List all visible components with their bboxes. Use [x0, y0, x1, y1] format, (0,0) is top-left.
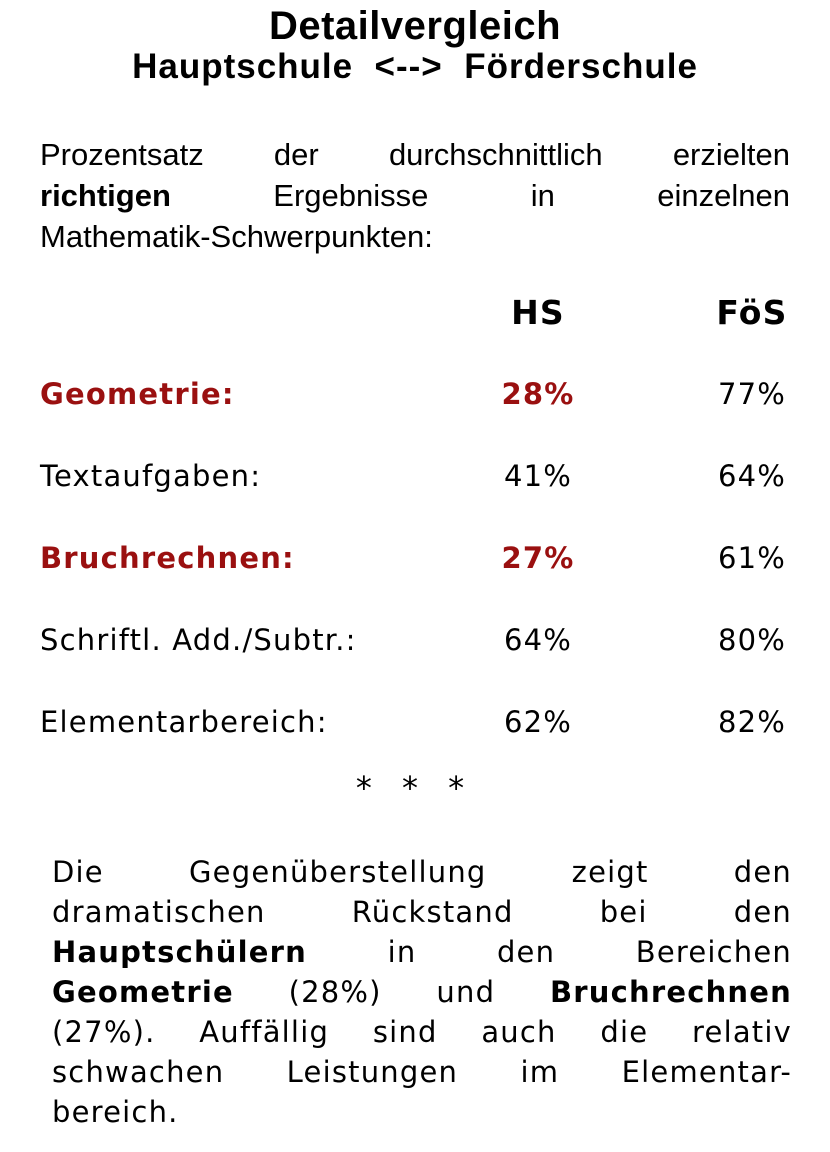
text-segment: in den Bereichen — [307, 935, 792, 969]
intro-line: richtigen Ergebnisse in einzelnen — [40, 175, 790, 216]
foes-value: 64% — [717, 459, 787, 493]
summary-line: schwachen Leistungen im Elementar- — [52, 1052, 792, 1092]
document-page: Detailvergleich Hauptschule <--> Förders… — [0, 4, 830, 1152]
summary-line: Geometrie (28%) und Bruchrechnen — [52, 972, 792, 1012]
row-label: Bruchrechnen: — [40, 541, 295, 575]
summary-line: Hauptschülern in den Bereichen — [52, 932, 792, 972]
text-segment: (28%) und — [233, 975, 550, 1009]
intro-paragraph: Prozentsatz der durchschnittlich erzielt… — [40, 134, 790, 257]
table-header-spacer — [40, 294, 362, 332]
comparison-table: HS FöS Geometrie: 28% 77% Textaufgaben: … — [40, 294, 790, 742]
intro-line: Prozentsatz der durchschnittlich erzielt… — [40, 134, 790, 175]
summary-line: Die Gegenüberstellung zeigt den — [52, 852, 792, 892]
table-row: Elementarbereich: 62% 82% — [40, 702, 790, 742]
text-segment: (27%). Auffällig sind auch die relativ — [52, 1015, 792, 1049]
bold-text-segment: Hauptschülern — [52, 935, 308, 969]
text-segment: dramatischen Rückstand bei den — [52, 895, 792, 929]
hs-value: 64% — [503, 623, 573, 657]
page-subtitle: Hauptschule <--> Förderschule — [132, 47, 698, 86]
hs-value: 27% — [501, 541, 575, 575]
row-label: Textaufgaben: — [40, 459, 262, 493]
text-segment: Mathematik-Schwerpunkten: — [40, 219, 433, 254]
text-segment: Prozentsatz der durchschnittlich erzielt… — [40, 137, 790, 172]
row-label: Schriftl. Add./Subtr.: — [40, 623, 357, 657]
summary-line: (27%). Auffällig sind auch die relativ — [52, 1012, 792, 1052]
intro-line: Mathematik-Schwerpunkten: — [40, 216, 790, 257]
page-title: Detailvergleich — [268, 4, 562, 48]
summary-line: bereich. — [52, 1092, 792, 1132]
text-segment: schwachen Leistungen im Elementar- — [52, 1055, 792, 1089]
foes-value: 82% — [717, 705, 787, 739]
bold-text-segment: Geometrie — [52, 975, 234, 1009]
separator-stars: * * * — [355, 769, 475, 807]
foes-value: 80% — [717, 623, 787, 657]
foes-value: 77% — [717, 377, 787, 411]
text-segment: Ergebnisse in einzelnen — [170, 178, 790, 213]
text-segment: bereich. — [52, 1095, 179, 1129]
row-label: Elementarbereich: — [40, 705, 328, 739]
hs-value: 28% — [501, 377, 575, 411]
row-label: Geometrie: — [40, 377, 235, 411]
hs-value: 41% — [503, 459, 573, 493]
bold-text-segment: richtigen — [40, 178, 171, 213]
bold-text-segment: Bruchrechnen — [549, 975, 792, 1009]
hs-value: 62% — [503, 705, 573, 739]
table-row: Bruchrechnen: 27% 61% — [40, 538, 790, 578]
table-header-row: HS FöS — [40, 294, 790, 332]
foes-value: 61% — [717, 541, 787, 575]
table-row: Textaufgaben: 41% 64% — [40, 456, 790, 496]
table-row: Geometrie: 28% 77% — [40, 374, 790, 414]
text-segment: Die Gegenüberstellung zeigt den — [52, 855, 792, 889]
summary-paragraph: Die Gegenüberstellung zeigt den dramatis… — [52, 852, 792, 1132]
hs-column-header: HS — [511, 293, 565, 332]
foes-column-header: FöS — [716, 293, 788, 332]
table-row: Schriftl. Add./Subtr.: 64% 80% — [40, 620, 790, 660]
summary-line: dramatischen Rückstand bei den — [52, 892, 792, 932]
